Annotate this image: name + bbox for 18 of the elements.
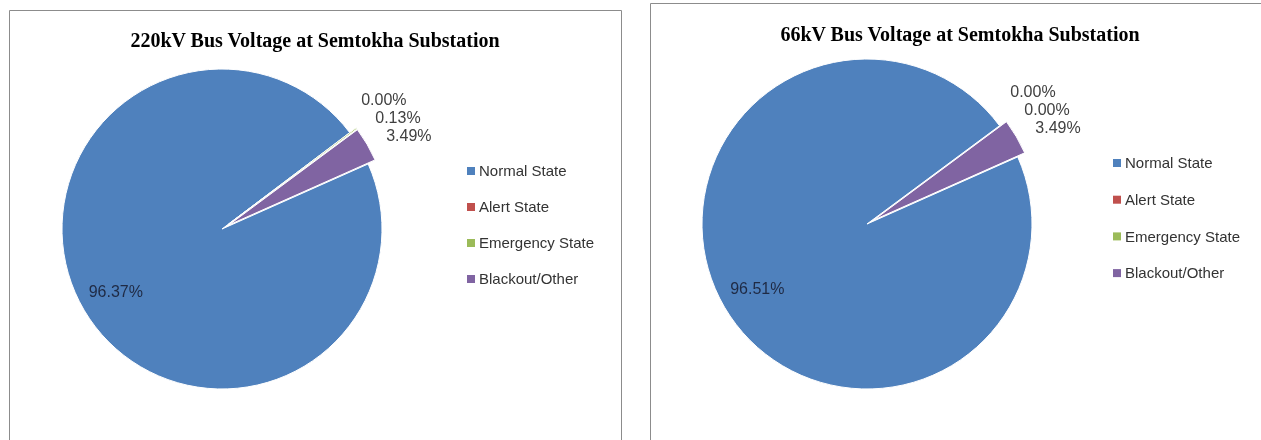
chart-title: 66kV Bus Voltage at Semtokha Substation	[780, 23, 1140, 46]
text: 0.00%	[1010, 83, 1056, 101]
data-label: 3.49%	[386, 127, 432, 145]
chart-title: 220kV Bus Voltage at Semtokha Substation	[130, 29, 500, 52]
text: 0.00%	[361, 91, 407, 109]
legend-label: Blackout/Other	[1125, 264, 1225, 282]
legend-label: Normal State	[1125, 154, 1213, 172]
data-label: 96.51%	[730, 279, 785, 297]
legend-label: Emergency State	[479, 234, 595, 252]
legend-label: Emergency State	[1125, 227, 1241, 245]
data-label: 96.37%	[88, 283, 143, 301]
legend-label: Blackout/Other	[479, 270, 579, 288]
data-label: 0.13%	[375, 109, 421, 127]
legend-label: Alert State	[479, 198, 550, 216]
text: 0.00%	[1024, 101, 1070, 119]
legend-label: Alert State	[1125, 190, 1196, 208]
data-label: 3.49%	[1035, 119, 1081, 137]
legend-label: Normal State	[479, 162, 567, 180]
